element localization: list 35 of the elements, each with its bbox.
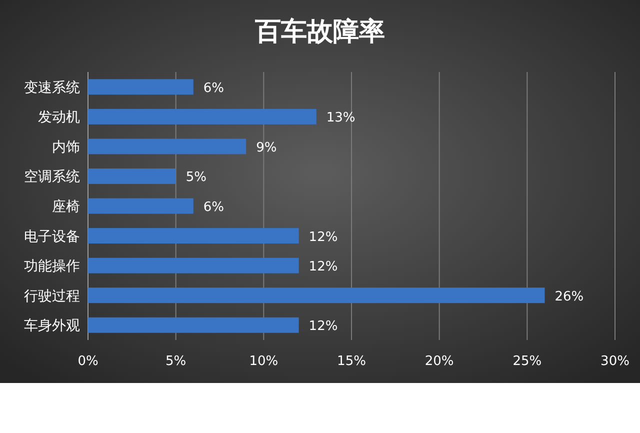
y-tick-label: 座椅 (52, 199, 80, 215)
x-tick-label: 15% (337, 354, 366, 369)
data-label: 6% (203, 80, 224, 96)
y-tick-label: 空调系统 (24, 169, 80, 186)
data-label: 12% (308, 260, 338, 275)
y-tick-label: 车身外观 (24, 318, 80, 334)
x-tick-label: 20% (424, 354, 454, 369)
data-label: 12% (308, 230, 338, 245)
bar (88, 138, 246, 154)
bar (88, 79, 194, 95)
data-label: 12% (308, 319, 338, 334)
data-label: 13% (326, 110, 356, 126)
x-tick-label: 5% (166, 354, 186, 369)
y-tick-label: 发动机 (38, 110, 80, 126)
chart-title: 百车故障率 (254, 17, 385, 47)
x-tick-label: 30% (600, 354, 630, 369)
data-label: 6% (203, 200, 224, 215)
bar (88, 228, 299, 244)
x-tick-label: 0% (78, 354, 98, 369)
y-tick-label: 电子设备 (24, 228, 80, 245)
y-tick-label: 行驶过程 (24, 288, 80, 304)
x-tick-label: 10% (249, 354, 278, 369)
y-tick-label: 变速系统 (24, 80, 80, 96)
data-label: 26% (554, 289, 584, 304)
y-tick-label: 功能操作 (24, 258, 80, 275)
bar (88, 317, 299, 333)
bar (88, 108, 316, 124)
bar (88, 288, 545, 304)
y-tick-label: 内饰 (52, 139, 80, 156)
data-label: 5% (186, 170, 206, 186)
data-label: 9% (256, 140, 277, 156)
bar (88, 168, 176, 184)
bar (88, 258, 299, 274)
bar (88, 198, 194, 214)
x-tick-label: 25% (512, 354, 542, 369)
